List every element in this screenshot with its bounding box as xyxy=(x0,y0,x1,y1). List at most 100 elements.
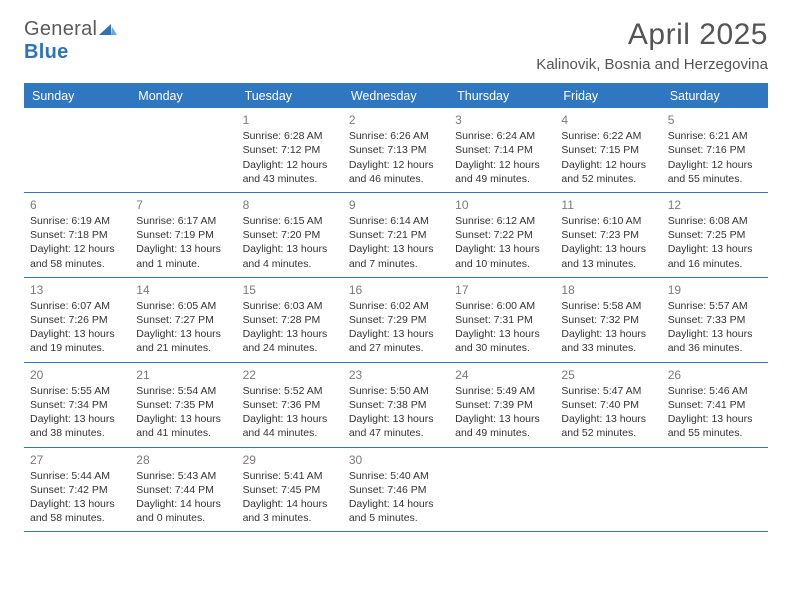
sunrise-line: Sunrise: 5:55 AM xyxy=(30,384,124,398)
day-number: 17 xyxy=(455,282,549,298)
dow-saturday: Saturday xyxy=(662,83,768,108)
sunrise-line: Sunrise: 5:41 AM xyxy=(243,469,337,483)
day-cell: 22Sunrise: 5:52 AMSunset: 7:36 PMDayligh… xyxy=(237,363,343,448)
sunrise-line: Sunrise: 5:52 AM xyxy=(243,384,337,398)
day-cell: 1Sunrise: 6:28 AMSunset: 7:12 PMDaylight… xyxy=(237,108,343,193)
daylight-line: Daylight: 12 hours and 55 minutes. xyxy=(668,158,762,186)
sunrise-line: Sunrise: 6:12 AM xyxy=(455,214,549,228)
daylight-line: Daylight: 13 hours and 16 minutes. xyxy=(668,242,762,270)
sunrise-line: Sunrise: 5:58 AM xyxy=(561,299,655,313)
day-cell: 7Sunrise: 6:17 AMSunset: 7:19 PMDaylight… xyxy=(130,193,236,278)
daylight-line: Daylight: 12 hours and 52 minutes. xyxy=(561,158,655,186)
sunset-line: Sunset: 7:18 PM xyxy=(30,228,124,242)
sunset-line: Sunset: 7:16 PM xyxy=(668,143,762,157)
day-number: 13 xyxy=(30,282,124,298)
day-cell: 10Sunrise: 6:12 AMSunset: 7:22 PMDayligh… xyxy=(449,193,555,278)
daylight-line: Daylight: 13 hours and 10 minutes. xyxy=(455,242,549,270)
day-number: 3 xyxy=(455,112,549,128)
sunrise-line: Sunrise: 6:14 AM xyxy=(349,214,443,228)
sunset-line: Sunset: 7:20 PM xyxy=(243,228,337,242)
daylight-line: Daylight: 12 hours and 58 minutes. xyxy=(30,242,124,270)
day-cell: 14Sunrise: 6:05 AMSunset: 7:27 PMDayligh… xyxy=(130,278,236,363)
day-cell xyxy=(662,448,768,533)
sunrise-line: Sunrise: 6:08 AM xyxy=(668,214,762,228)
sunrise-line: Sunrise: 6:22 AM xyxy=(561,129,655,143)
sunrise-line: Sunrise: 6:07 AM xyxy=(30,299,124,313)
logo-mark-icon xyxy=(99,18,117,41)
sunrise-line: Sunrise: 6:02 AM xyxy=(349,299,443,313)
dow-sunday: Sunday xyxy=(24,83,130,108)
day-cell xyxy=(24,108,130,193)
day-cell: 8Sunrise: 6:15 AMSunset: 7:20 PMDaylight… xyxy=(237,193,343,278)
day-number: 1 xyxy=(243,112,337,128)
title-block: April 2025 Kalinovik, Bosnia and Herzego… xyxy=(536,18,768,73)
day-number: 26 xyxy=(668,367,762,383)
week-row: 27Sunrise: 5:44 AMSunset: 7:42 PMDayligh… xyxy=(24,448,768,533)
sunset-line: Sunset: 7:25 PM xyxy=(668,228,762,242)
weeks-container: 1Sunrise: 6:28 AMSunset: 7:12 PMDaylight… xyxy=(24,108,768,532)
sunrise-line: Sunrise: 6:17 AM xyxy=(136,214,230,228)
sunrise-line: Sunrise: 6:26 AM xyxy=(349,129,443,143)
day-cell: 26Sunrise: 5:46 AMSunset: 7:41 PMDayligh… xyxy=(662,363,768,448)
day-number: 30 xyxy=(349,452,443,468)
daylight-line: Daylight: 13 hours and 27 minutes. xyxy=(349,327,443,355)
day-cell: 18Sunrise: 5:58 AMSunset: 7:32 PMDayligh… xyxy=(555,278,661,363)
day-number: 11 xyxy=(561,197,655,213)
sunset-line: Sunset: 7:46 PM xyxy=(349,483,443,497)
day-cell: 11Sunrise: 6:10 AMSunset: 7:23 PMDayligh… xyxy=(555,193,661,278)
day-cell: 2Sunrise: 6:26 AMSunset: 7:13 PMDaylight… xyxy=(343,108,449,193)
logo: GeneralBlue xyxy=(24,18,117,64)
sunset-line: Sunset: 7:22 PM xyxy=(455,228,549,242)
sunrise-line: Sunrise: 6:15 AM xyxy=(243,214,337,228)
sunrise-line: Sunrise: 6:24 AM xyxy=(455,129,549,143)
day-cell xyxy=(130,108,236,193)
calendar: Sunday Monday Tuesday Wednesday Thursday… xyxy=(24,83,768,532)
day-cell: 15Sunrise: 6:03 AMSunset: 7:28 PMDayligh… xyxy=(237,278,343,363)
day-cell: 3Sunrise: 6:24 AMSunset: 7:14 PMDaylight… xyxy=(449,108,555,193)
daylight-line: Daylight: 12 hours and 46 minutes. xyxy=(349,158,443,186)
day-number: 12 xyxy=(668,197,762,213)
daylight-line: Daylight: 13 hours and 33 minutes. xyxy=(561,327,655,355)
sunset-line: Sunset: 7:33 PM xyxy=(668,313,762,327)
sunset-line: Sunset: 7:34 PM xyxy=(30,398,124,412)
sunrise-line: Sunrise: 6:03 AM xyxy=(243,299,337,313)
day-number: 6 xyxy=(30,197,124,213)
day-number: 10 xyxy=(455,197,549,213)
week-row: 13Sunrise: 6:07 AMSunset: 7:26 PMDayligh… xyxy=(24,278,768,363)
day-number: 21 xyxy=(136,367,230,383)
sunset-line: Sunset: 7:27 PM xyxy=(136,313,230,327)
week-row: 1Sunrise: 6:28 AMSunset: 7:12 PMDaylight… xyxy=(24,108,768,193)
daylight-line: Daylight: 13 hours and 19 minutes. xyxy=(30,327,124,355)
day-number: 5 xyxy=(668,112,762,128)
sunrise-line: Sunrise: 5:44 AM xyxy=(30,469,124,483)
sunrise-line: Sunrise: 5:50 AM xyxy=(349,384,443,398)
daylight-line: Daylight: 13 hours and 58 minutes. xyxy=(30,497,124,525)
day-cell: 17Sunrise: 6:00 AMSunset: 7:31 PMDayligh… xyxy=(449,278,555,363)
day-number: 7 xyxy=(136,197,230,213)
sunset-line: Sunset: 7:44 PM xyxy=(136,483,230,497)
day-cell: 23Sunrise: 5:50 AMSunset: 7:38 PMDayligh… xyxy=(343,363,449,448)
sunset-line: Sunset: 7:12 PM xyxy=(243,143,337,157)
daylight-line: Daylight: 12 hours and 49 minutes. xyxy=(455,158,549,186)
daylight-line: Daylight: 13 hours and 49 minutes. xyxy=(455,412,549,440)
daylight-line: Daylight: 12 hours and 43 minutes. xyxy=(243,158,337,186)
sunset-line: Sunset: 7:14 PM xyxy=(455,143,549,157)
sunset-line: Sunset: 7:40 PM xyxy=(561,398,655,412)
day-cell: 27Sunrise: 5:44 AMSunset: 7:42 PMDayligh… xyxy=(24,448,130,533)
daylight-line: Daylight: 13 hours and 7 minutes. xyxy=(349,242,443,270)
day-number: 29 xyxy=(243,452,337,468)
day-number: 2 xyxy=(349,112,443,128)
daylight-line: Daylight: 14 hours and 5 minutes. xyxy=(349,497,443,525)
daylight-line: Daylight: 13 hours and 4 minutes. xyxy=(243,242,337,270)
sunset-line: Sunset: 7:19 PM xyxy=(136,228,230,242)
day-number: 9 xyxy=(349,197,443,213)
daylight-line: Daylight: 13 hours and 41 minutes. xyxy=(136,412,230,440)
day-cell: 29Sunrise: 5:41 AMSunset: 7:45 PMDayligh… xyxy=(237,448,343,533)
day-number: 15 xyxy=(243,282,337,298)
header: GeneralBlue April 2025 Kalinovik, Bosnia… xyxy=(24,18,768,73)
daylight-line: Daylight: 13 hours and 52 minutes. xyxy=(561,412,655,440)
daylight-line: Daylight: 13 hours and 44 minutes. xyxy=(243,412,337,440)
day-number: 16 xyxy=(349,282,443,298)
sunset-line: Sunset: 7:36 PM xyxy=(243,398,337,412)
daylight-line: Daylight: 13 hours and 30 minutes. xyxy=(455,327,549,355)
